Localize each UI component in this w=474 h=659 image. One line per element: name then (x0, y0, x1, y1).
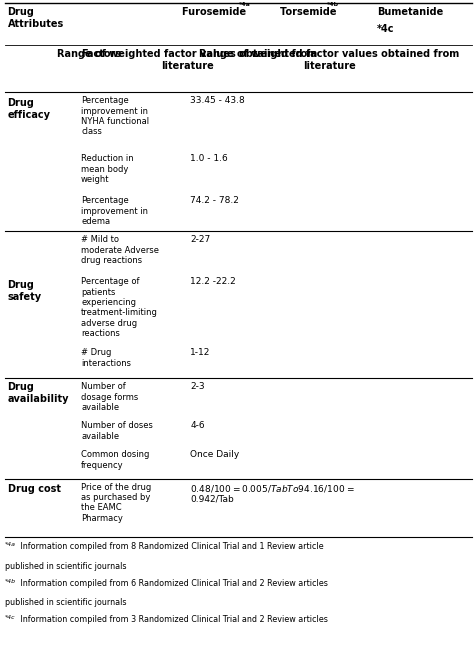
Text: Information compiled from 3 Randomized Clinical Trial and 2 Review articles: Information compiled from 3 Randomized C… (18, 616, 328, 624)
Text: published in scientific journals: published in scientific journals (5, 561, 126, 571)
Text: # Mild to
moderate Adverse
drug reactions: # Mild to moderate Adverse drug reaction… (81, 235, 159, 265)
Text: 1-12: 1-12 (190, 349, 210, 357)
Text: 12.2 -22.2: 12.2 -22.2 (190, 277, 236, 286)
Text: 33.45 - 43.8: 33.45 - 43.8 (190, 96, 245, 105)
Text: Drug
Attributes: Drug Attributes (8, 7, 64, 29)
Text: 2-3: 2-3 (190, 382, 205, 391)
Text: Number of doses
available: Number of doses available (81, 421, 153, 440)
Text: 4-6: 4-6 (190, 421, 205, 430)
Text: *4b: *4b (327, 2, 339, 7)
Text: Drug
availability: Drug availability (8, 382, 69, 404)
Text: *4a: *4a (238, 2, 250, 7)
Text: Once Daily: Once Daily (190, 450, 239, 459)
Text: Drug cost: Drug cost (8, 484, 61, 494)
Text: 2-27: 2-27 (190, 235, 210, 244)
Text: published in scientific journals: published in scientific journals (5, 598, 126, 607)
Text: Range of weighted factor values obtained from
literature: Range of weighted factor values obtained… (199, 49, 460, 71)
Text: $0.48/100 = 0.005/Tab To $94.16/100 =
0.942/Tab: $0.48/100 = 0.005/Tab To $94.16/100 = 0.… (190, 482, 356, 504)
Text: Price of the drug
as purchased by
the EAMC
Pharmacy: Price of the drug as purchased by the EA… (81, 482, 151, 523)
Text: *4a: *4a (5, 542, 16, 547)
Text: Furosemide: Furosemide (182, 7, 250, 17)
Text: Number of
dosage forms
available: Number of dosage forms available (81, 382, 138, 412)
Text: Drug
efficacy: Drug efficacy (8, 98, 51, 120)
Text: Percentage of
patients
experiencing
treatment-limiting
adverse drug
reactions: Percentage of patients experiencing trea… (81, 277, 158, 338)
Text: 1.0 - 1.6: 1.0 - 1.6 (190, 154, 228, 163)
Text: *4c: *4c (377, 24, 394, 34)
Text: Factors: Factors (81, 49, 121, 59)
Text: Information compiled from 6 Randomized Clinical Trial and 2 Review articles: Information compiled from 6 Randomized C… (18, 579, 328, 588)
Text: Range of weighted factor values obtained from
literature: Range of weighted factor values obtained… (57, 49, 318, 71)
Text: Information compiled from 8 Randomized Clinical Trial and 1 Review article: Information compiled from 8 Randomized C… (18, 542, 324, 551)
Text: # Drug
interactions: # Drug interactions (81, 349, 131, 368)
Text: Reduction in
mean body
weight: Reduction in mean body weight (81, 154, 134, 184)
Text: Percentage
improvement in
edema: Percentage improvement in edema (81, 196, 148, 226)
Text: *4b: *4b (5, 579, 16, 584)
Text: *4c: *4c (5, 616, 15, 620)
Text: 74.2 - 78.2: 74.2 - 78.2 (190, 196, 239, 206)
Text: Common dosing
frequency: Common dosing frequency (81, 450, 149, 470)
Text: Torsemide: Torsemide (280, 7, 339, 17)
Text: Bumetanide: Bumetanide (377, 7, 443, 17)
Text: Drug
safety: Drug safety (8, 281, 42, 302)
Text: Percentage
improvement in
NYHA functional
class: Percentage improvement in NYHA functiona… (81, 96, 149, 136)
